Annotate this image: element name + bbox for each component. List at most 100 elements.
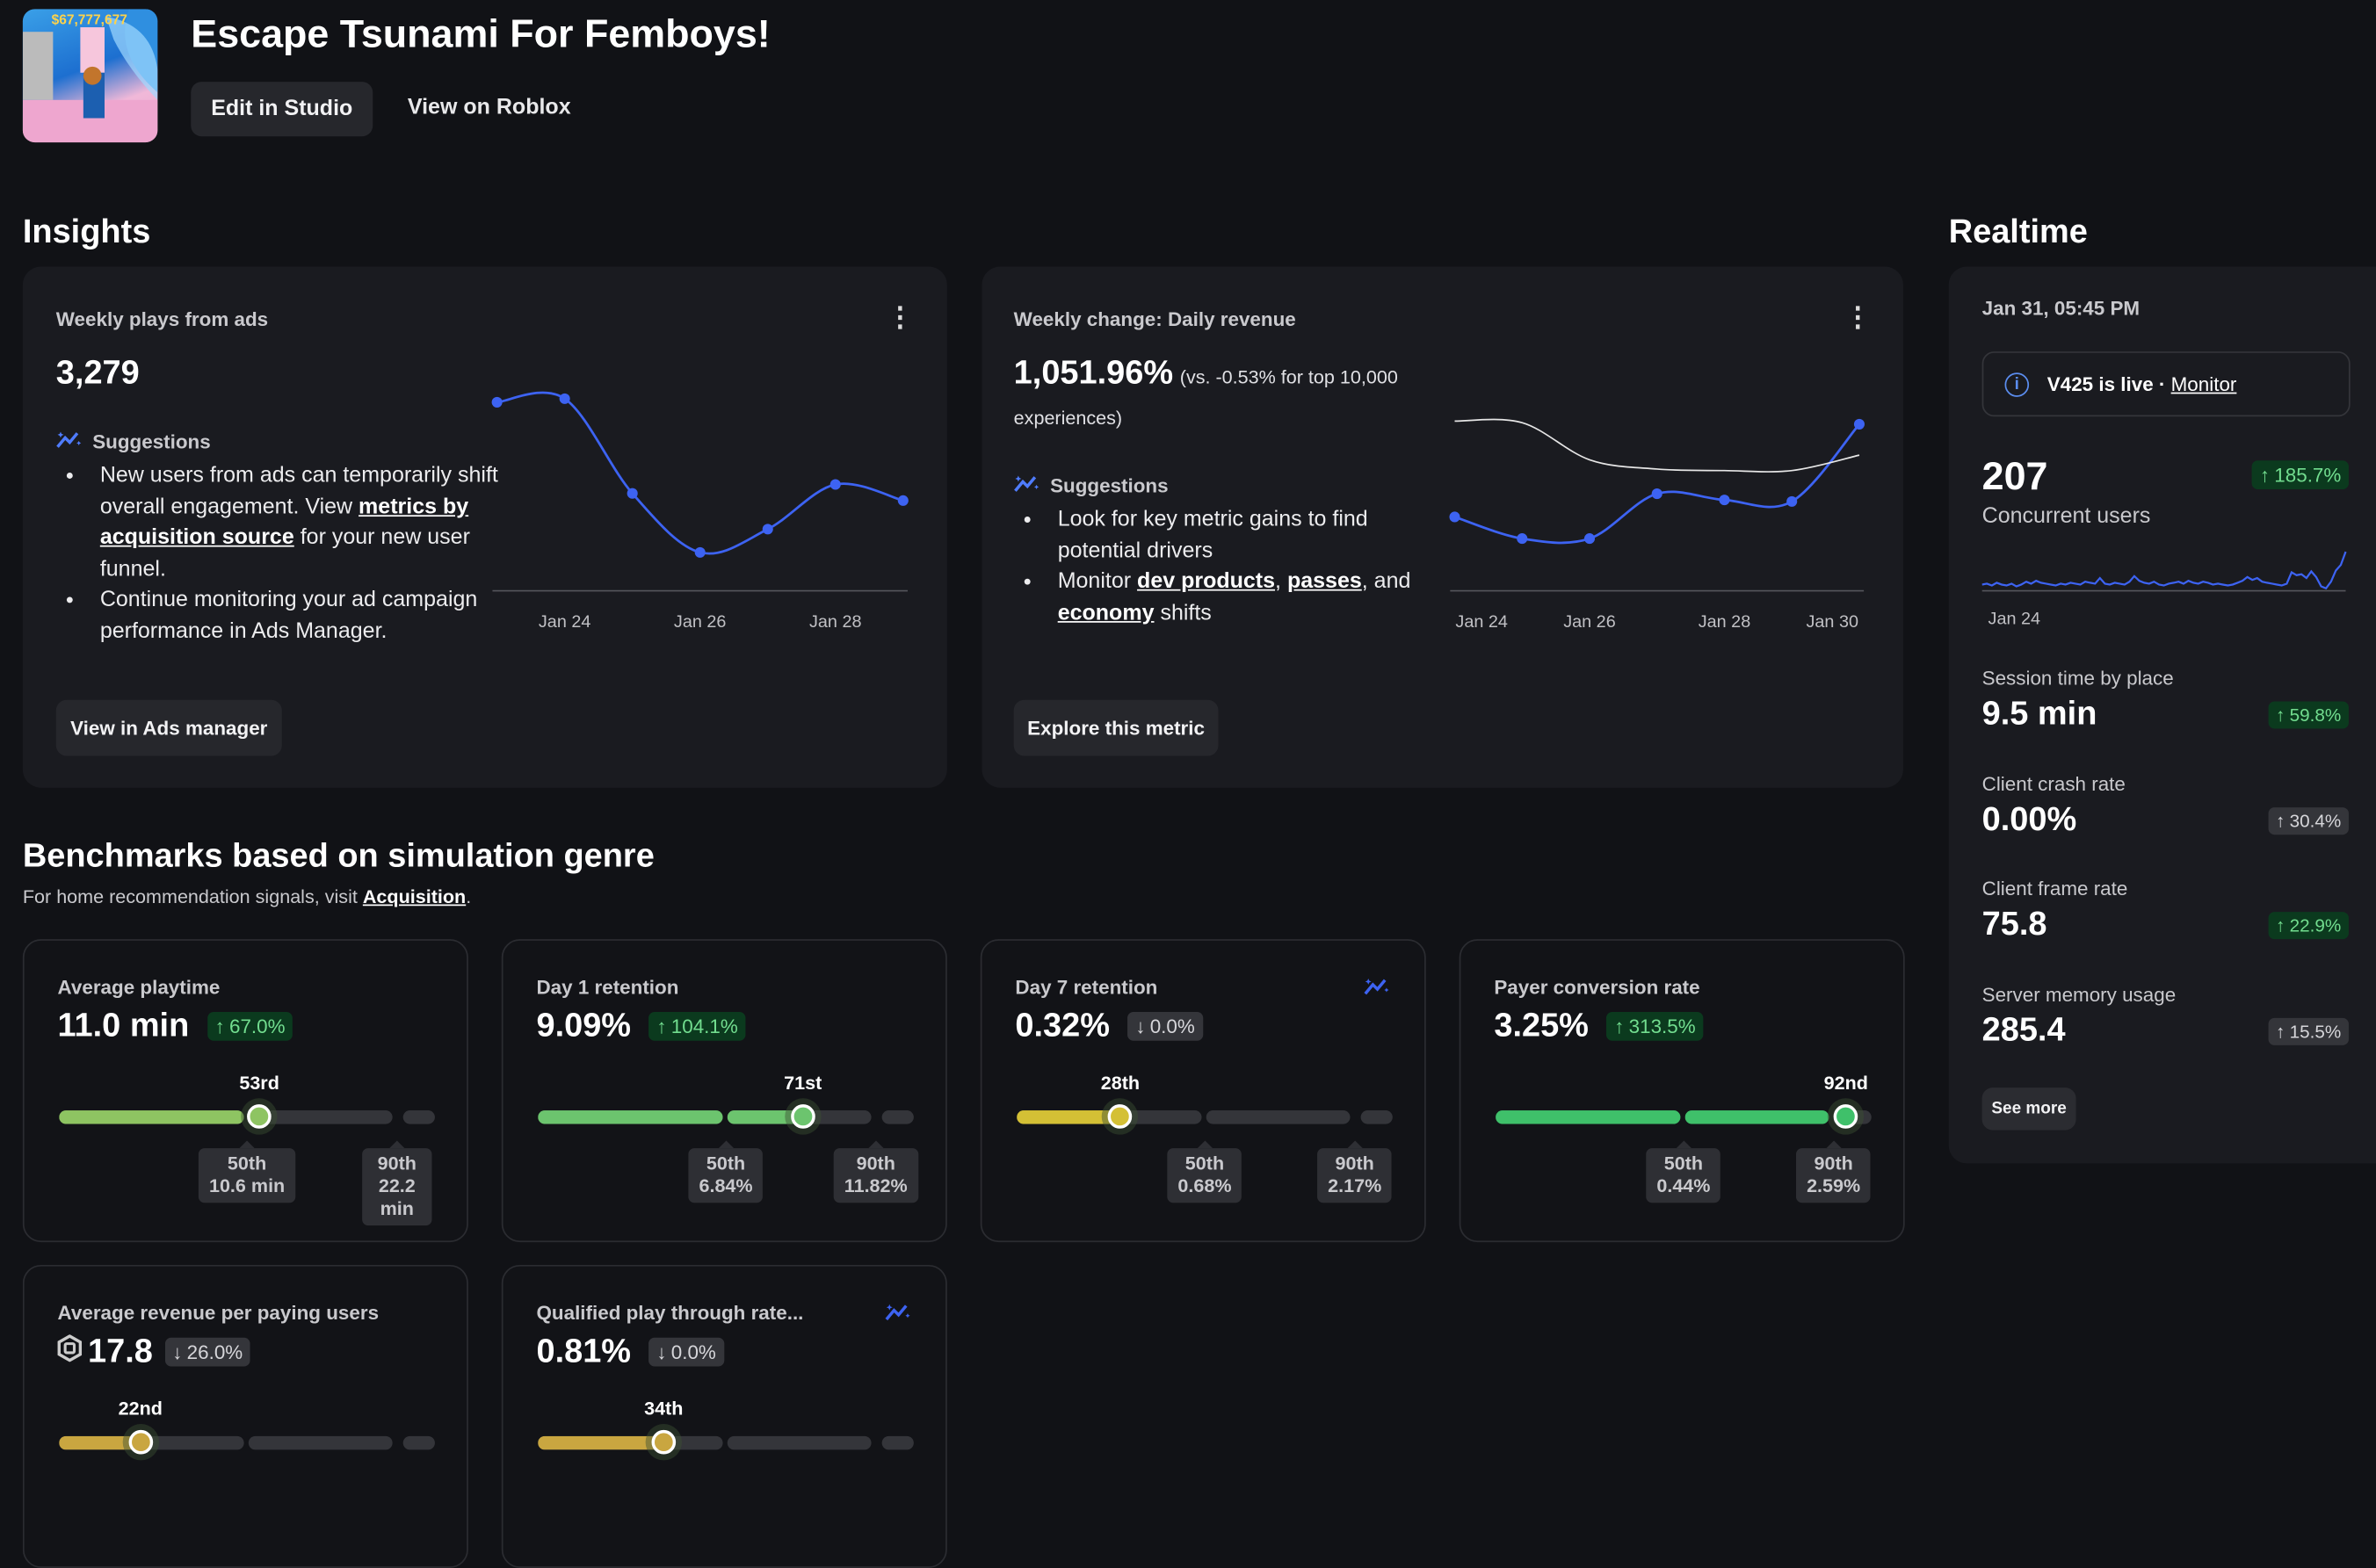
change-value: 313.5% [1628, 1014, 1696, 1037]
benchmark-change-badge: ↓ 0.0% [648, 1336, 724, 1366]
acquisition-link[interactable]: Acquisition [362, 885, 467, 907]
data-point[interactable] [1786, 495, 1798, 507]
suggestion-link[interactable]: dev products [1137, 569, 1276, 595]
percentile-bar-segment [538, 1435, 723, 1450]
concurrent-users-sparkline [1981, 551, 2347, 592]
more-options-icon[interactable]: ⋮ [1844, 301, 1872, 332]
suggestion-link[interactable]: passes [1286, 569, 1362, 595]
data-point[interactable] [762, 524, 773, 535]
data-point[interactable] [1853, 418, 1865, 430]
tooltip-label: 50th [706, 1153, 746, 1174]
sparkle-trend-icon[interactable] [1364, 976, 1391, 1005]
subtitle-end: . [466, 885, 472, 907]
suggestion-link[interactable]: metrics by acquisition source [99, 495, 469, 551]
benchmark-card: Day 1 retention 9.09% ↑ 104.1% 71st 50th 6.84%… [501, 939, 947, 1243]
x-tick-label: Jan 24 [1455, 612, 1508, 632]
data-point[interactable] [1651, 488, 1662, 500]
data-point[interactable] [559, 393, 570, 404]
sparkle-trend-icon [1014, 473, 1041, 498]
arrow-down-icon: ↓ [172, 1340, 183, 1363]
view-in-ads-manager-button[interactable]: View in Ads manager [55, 699, 282, 756]
benchmark-value: 17.8 [88, 1331, 153, 1369]
realtime-metric-label: Client crash rate [1981, 771, 2126, 795]
change-value: 30.4% [2289, 809, 2342, 831]
data-point[interactable] [491, 396, 503, 408]
benchmark-card: Qualified play through rate... 0.81% ↓ 0.0%… [501, 1264, 947, 1568]
data-point[interactable] [694, 546, 706, 558]
change-value: 15.5% [2289, 1020, 2342, 1042]
benchmark-p50-tooltip: 50th 0.44% [1646, 1140, 1721, 1203]
suggestion-link[interactable]: economy [1057, 601, 1155, 625]
benchmark-title: Average revenue per paying users [57, 1301, 380, 1325]
benchmark-change-badge: ↓ 0.0% [1127, 1011, 1203, 1040]
realtime-metric-label: Client frame rate [1981, 877, 2128, 900]
arrow-up-icon: ↑ [2259, 463, 2271, 487]
percentile-marker [1108, 1104, 1133, 1129]
data-point[interactable] [829, 479, 841, 490]
benchmark-p90-tooltip: 90th 2.17% [1317, 1140, 1393, 1203]
suggestions-list: New users from ads can temporarily shift… [56, 460, 506, 647]
x-tick-label: Jan 26 [1563, 612, 1616, 632]
percentile-bar-segment [727, 1435, 872, 1450]
suggestion-text: shifts [1154, 601, 1212, 625]
suggestion-item: Monitor dev products, passes, and econom… [1047, 567, 1457, 629]
arrow-up-icon: ↑ [214, 1014, 225, 1037]
benchmark-p90-tooltip: 90th 2.59% [1795, 1140, 1872, 1203]
data-point[interactable] [897, 495, 909, 506]
realtime-change-badge: ↑ 59.8% [2268, 701, 2349, 729]
suggestions-header: Suggestions [56, 429, 211, 454]
benchmark-p90-tooltip: 90th 11.82% [833, 1140, 918, 1203]
suggestions-label: Suggestions [92, 430, 211, 453]
benchmark-title: Average playtime [57, 975, 221, 999]
realtime-heading: Realtime [1948, 212, 2088, 250]
see-more-button[interactable]: See more [1981, 1087, 2076, 1131]
data-point[interactable] [1449, 511, 1460, 523]
benchmarks-subtitle: For home recommendation signals, visit A… [23, 886, 471, 907]
insight-card-daily-revenue: Weekly change: Daily revenue ⋮ 1,051.96%… [982, 266, 1903, 788]
benchmark-change-badge: ↑ 104.1% [648, 1011, 746, 1040]
percentile-bar-segment [1360, 1110, 1393, 1124]
arrow-up-icon: ↑ [1614, 1014, 1625, 1037]
edit-in-studio-button[interactable]: Edit in Studio [191, 82, 373, 137]
sparkle-trend-icon [56, 429, 83, 454]
percentile-bar-segment [1496, 1110, 1681, 1124]
explore-metric-button[interactable]: Explore this metric [1013, 699, 1219, 756]
percentile-label: 53rd [239, 1072, 279, 1095]
percentile-bar-segment [538, 1110, 723, 1124]
notice-text: V425 is live · [2046, 372, 2171, 396]
monitor-link[interactable]: Monitor [2170, 372, 2237, 396]
benchmark-change-badge: ↑ 313.5% [1606, 1011, 1704, 1040]
series-line [496, 391, 904, 555]
data-point[interactable] [627, 488, 638, 499]
benchmark-value: 0.81% [536, 1331, 632, 1369]
change-value: 104.1% [670, 1014, 738, 1037]
tooltip-value: 2.59% [1807, 1175, 1861, 1197]
suggestion-text: , [1275, 569, 1287, 595]
data-point[interactable] [1719, 495, 1730, 506]
data-point[interactable] [1583, 533, 1596, 545]
series-line [1454, 418, 1860, 473]
sparkle-trend-icon[interactable] [885, 1301, 912, 1330]
arrow-up-icon: ↑ [2276, 704, 2285, 726]
benchmark-value-row: 0.81% ↓ 0.0% [536, 1331, 724, 1371]
tooltip-value: 2.17% [1328, 1175, 1382, 1197]
tooltip-label: 50th [1663, 1153, 1704, 1174]
data-point[interactable] [1517, 533, 1528, 545]
percentile-marker [790, 1104, 815, 1129]
percentile-bar-segment [402, 1110, 435, 1124]
concurrent-users-label: Concurrent users [1981, 504, 2151, 529]
insight-value-row: 1,051.96% (vs. -0.53% for top 10,000 [1014, 353, 1398, 393]
arrow-up-icon: ↑ [2276, 809, 2285, 831]
tooltip-value: 11.82% [844, 1175, 908, 1197]
release-notice: i V425 is live · Monitor [1981, 351, 2351, 417]
more-options-icon[interactable]: ⋮ [886, 301, 914, 332]
view-on-roblox-link[interactable]: View on Roblox [407, 95, 571, 120]
insight-title: Weekly change: Daily revenue [1013, 307, 1296, 330]
change-value: 0.0% [1149, 1014, 1195, 1037]
robux-icon [57, 1333, 83, 1369]
benchmark-value: 9.09% [536, 1006, 632, 1044]
percentile-bar-segment [881, 1110, 914, 1124]
tooltip-label: 90th [856, 1153, 895, 1174]
realtime-metric-value: 0.00% [1981, 798, 2077, 837]
suggestion-item: Look for key metric gains to find potent… [1047, 504, 1457, 567]
